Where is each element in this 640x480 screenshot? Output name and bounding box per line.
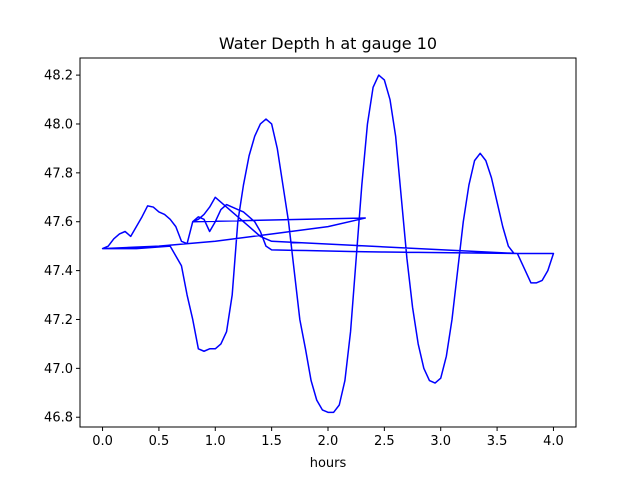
y-tick-label: 47.4 [44, 264, 73, 279]
plot-area [101, 74, 555, 414]
y-tick-label: 47.6 [44, 215, 73, 230]
y-tick-label: 47.8 [44, 166, 73, 181]
y-tick-label: 47.2 [44, 313, 73, 328]
x-tick-label: 3.0 [430, 434, 451, 449]
x-tick-label: 1.5 [261, 434, 282, 449]
chart-title: Water Depth h at gauge 10 [219, 34, 437, 53]
x-tick-label: 2.0 [318, 434, 339, 449]
y-tick-label: 47.0 [44, 362, 73, 377]
x-axis-label: hours [310, 456, 347, 471]
x-tick-label: 0.0 [92, 434, 113, 449]
x-tick-label: 0.5 [149, 434, 170, 449]
series-line-0 [101, 74, 555, 414]
x-tick-label: 3.5 [487, 434, 508, 449]
y-tick-label: 48.0 [44, 117, 73, 132]
x-tick-label: 1.0 [205, 434, 226, 449]
y-axis: 46.8 47.0 47.2 47.4 47.6 47.8 48.0 48.2 [44, 69, 80, 426]
y-tick-label: 48.2 [44, 69, 73, 84]
x-axis: 0.0 0.5 1.0 1.5 2.0 2.5 3.0 3.5 4.0 [92, 427, 564, 449]
y-tick-label: 46.8 [44, 411, 73, 426]
x-tick-label: 4.0 [543, 434, 564, 449]
x-tick-label: 2.5 [374, 434, 395, 449]
